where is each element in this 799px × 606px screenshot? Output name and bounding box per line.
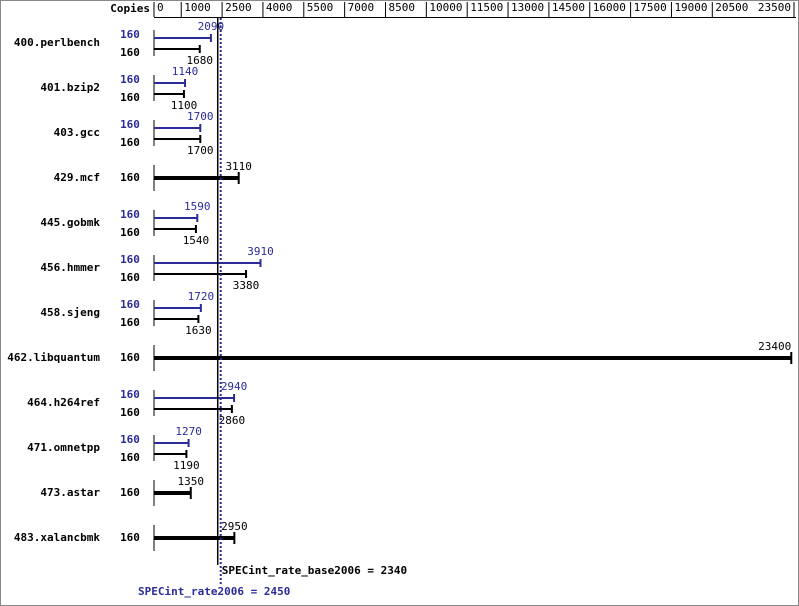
value-label: 3110	[225, 160, 252, 173]
x-tick-label: 23500	[758, 1, 791, 14]
value-label: 1700	[187, 110, 214, 123]
copies-label: 160	[120, 433, 140, 446]
copies-label: 160	[120, 316, 140, 329]
category-label: 403.gcc	[54, 126, 100, 139]
copies-label: 160	[120, 136, 140, 149]
value-label: 1140	[172, 65, 199, 78]
category-label: 462.libquantum	[7, 351, 100, 364]
value-label: 1680	[187, 54, 214, 67]
value-label: 1350	[178, 475, 205, 488]
copies-label: 160	[120, 406, 140, 419]
copies-label: 160	[120, 28, 140, 41]
category-label: 458.sjeng	[40, 306, 100, 319]
value-label: 23400	[758, 340, 791, 353]
x-tick-label: 2500	[225, 1, 252, 14]
x-tick-label: 10000	[429, 1, 462, 14]
category-label: 429.mcf	[54, 171, 100, 184]
copies-label: 160	[120, 388, 140, 401]
x-tick-label: 8500	[388, 1, 415, 14]
category-label: 464.h264ref	[27, 396, 100, 409]
value-label: 2950	[221, 520, 248, 533]
x-tick-label: 13000	[511, 1, 544, 14]
copies-label: 160	[120, 91, 140, 104]
x-tick-label: 1000	[184, 1, 211, 14]
x-tick-label: 7000	[348, 1, 375, 14]
x-tick-label: 19000	[674, 1, 707, 14]
x-tick-label: 0	[157, 1, 164, 14]
copies-label: 160	[120, 118, 140, 131]
copies-label: 160	[120, 351, 140, 364]
copies-label: 160	[120, 208, 140, 221]
value-label: 1630	[185, 324, 212, 337]
copies-label: 160	[120, 451, 140, 464]
copies-label: 160	[120, 486, 140, 499]
category-label: 483.xalancbmk	[14, 531, 100, 544]
copies-label: 160	[120, 271, 140, 284]
value-label: 1100	[171, 99, 198, 112]
category-label: 473.astar	[40, 486, 100, 499]
category-label: 401.bzip2	[40, 81, 100, 94]
x-tick-label: 14500	[552, 1, 585, 14]
x-tick-label: 17500	[634, 1, 667, 14]
value-label: 1190	[173, 459, 200, 472]
value-label: 3910	[247, 245, 274, 258]
value-label: 1270	[175, 425, 202, 438]
value-label: 1700	[187, 144, 214, 157]
copies-label: 160	[120, 226, 140, 239]
value-label: 1590	[184, 200, 211, 213]
copies-label: 160	[120, 253, 140, 266]
copies-label: 160	[120, 298, 140, 311]
copies-label: 160	[120, 531, 140, 544]
category-label: 471.omnetpp	[27, 441, 100, 454]
category-label: 456.hmmer	[40, 261, 100, 274]
copies-label: 160	[120, 46, 140, 59]
category-label: 445.gobmk	[40, 216, 100, 229]
x-tick-label: 11500	[470, 1, 503, 14]
copies-label: 160	[120, 171, 140, 184]
x-tick-label: 4000	[266, 1, 293, 14]
value-label: 3380	[233, 279, 260, 292]
copies-label: 160	[120, 73, 140, 86]
reference-label: SPECint_rate_base2006 = 2340	[222, 564, 407, 577]
reference-label: SPECint_rate2006 = 2450	[138, 585, 290, 598]
x-tick-label: 16000	[593, 1, 626, 14]
category-label: 400.perlbench	[14, 36, 100, 49]
value-label: 2940	[221, 380, 248, 393]
x-tick-label: 5500	[307, 1, 334, 14]
value-label: 1720	[188, 290, 215, 303]
value-label: 2860	[219, 414, 246, 427]
value-label: 1540	[183, 234, 210, 247]
copies-header: Copies	[110, 2, 150, 15]
x-tick-label: 20500	[715, 1, 748, 14]
